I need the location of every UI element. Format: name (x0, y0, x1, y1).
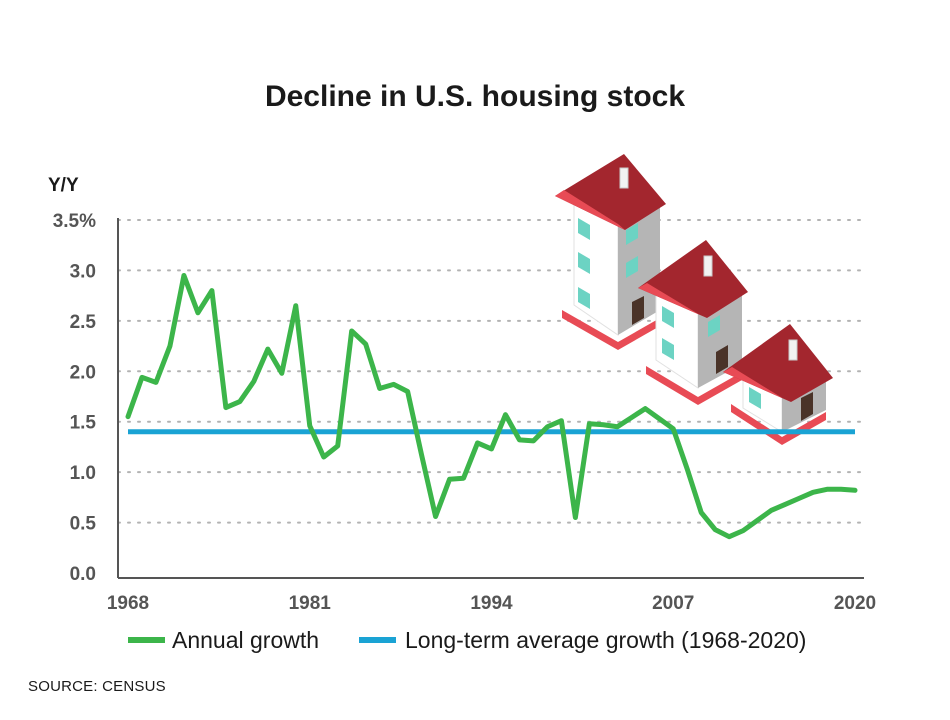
y-axis-label: Y/Y (48, 175, 79, 196)
x-tick-labels: 1968 1981 1994 2007 2020 (107, 593, 876, 614)
y-tick-label: 1.0 (70, 463, 96, 484)
small-house-icon (723, 324, 833, 445)
houses-illustration (555, 154, 833, 445)
y-tick-label: 2.0 (70, 362, 96, 383)
legend-label-average: Long-term average growth (1968-2020) (405, 627, 806, 653)
y-tick-label: 1.5 (70, 413, 97, 434)
x-tick-label: 1968 (107, 593, 149, 614)
y-tick-label: 2.5 (70, 312, 97, 333)
x-tick-label: 1981 (289, 593, 332, 614)
tall-house-icon (555, 154, 666, 350)
source-note: SOURCE: CENSUS (28, 678, 166, 695)
y-tick-label: 3.5% (53, 211, 96, 232)
medium-house-icon (638, 240, 748, 405)
legend: Annual growth Long-term average growth (… (128, 627, 806, 653)
y-tick-label: 0.0 (70, 564, 96, 585)
x-tick-label: 2020 (834, 593, 876, 614)
x-tick-label: 1994 (470, 593, 513, 614)
y-tick-label: 0.5 (70, 514, 97, 535)
legend-label-annual: Annual growth (172, 627, 319, 653)
annual-growth-line (125, 272, 858, 540)
y-tick-label: 3.0 (70, 261, 96, 282)
x-tick-label: 2007 (652, 593, 694, 614)
annual-growth-series (125, 272, 858, 540)
y-tick-labels: 3.5% 3.0 2.5 2.0 1.5 1.0 0.5 0.0 (53, 211, 97, 585)
chart-title: Decline in U.S. housing stock (264, 80, 686, 113)
